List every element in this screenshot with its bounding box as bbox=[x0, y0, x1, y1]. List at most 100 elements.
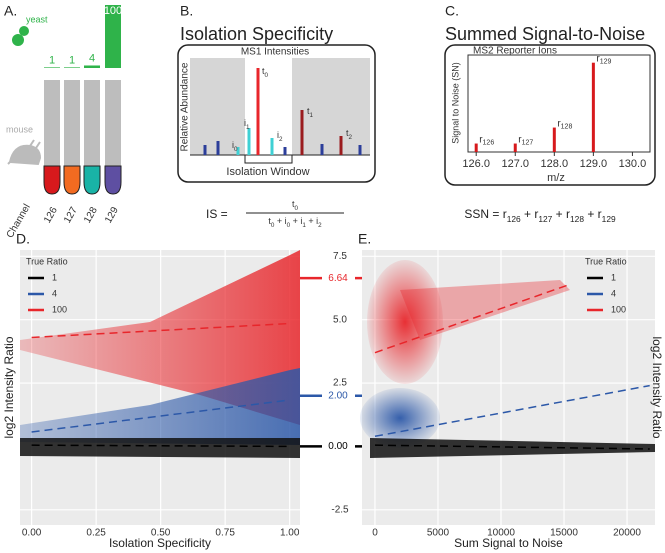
tube bbox=[105, 80, 121, 166]
panel-label: E. bbox=[358, 231, 371, 247]
mouse-icon bbox=[7, 139, 42, 166]
trend-line bbox=[374, 283, 571, 354]
x-tick-label: 129.0 bbox=[580, 158, 608, 170]
x-tick-label: 0.25 bbox=[86, 528, 106, 539]
y-axis-label: Relative Abundance bbox=[180, 62, 191, 151]
annotation: mouse bbox=[6, 124, 33, 134]
trend-line bbox=[374, 384, 650, 438]
x-tick-label: 127.0 bbox=[501, 158, 529, 170]
y-axis-label: log2 Intensity Ratio bbox=[650, 336, 664, 438]
x-tick-label: 1.00 bbox=[280, 528, 300, 539]
value-label: 100 bbox=[104, 5, 122, 17]
peak-label: i2 bbox=[277, 130, 283, 143]
reference-label: 6.64 bbox=[328, 273, 348, 284]
x-tick-label: 5000 bbox=[427, 528, 450, 539]
point-cloud bbox=[20, 250, 300, 425]
y-axis-label: Signal to Noise (SN) bbox=[450, 62, 460, 144]
y-tick-label: 5.0 bbox=[333, 314, 347, 325]
x-axis-label: m/z bbox=[547, 172, 565, 184]
point-cloud bbox=[20, 438, 300, 458]
yeast-icon bbox=[12, 34, 24, 46]
point-cloud bbox=[400, 280, 570, 340]
panel-title: Isolation Specificity bbox=[180, 24, 333, 44]
peak-label: t0 bbox=[262, 66, 269, 79]
annotation: yeast bbox=[26, 14, 48, 24]
formula: SSN = r126 + r127 + r128 + r129 bbox=[464, 207, 616, 224]
x-tick-label: 20000 bbox=[613, 528, 641, 539]
panel-label: A. bbox=[4, 3, 17, 19]
reference-label: 0.00 bbox=[328, 441, 348, 452]
yeast-icon bbox=[19, 26, 29, 36]
x-tick-label: 129 bbox=[103, 205, 121, 225]
x-tick-label: 128.0 bbox=[541, 158, 569, 170]
subtitle: MS2 Reporter Ions bbox=[473, 46, 557, 57]
peak-label: i0 bbox=[232, 140, 238, 153]
y-axis-label: log2 Intensity Ratio bbox=[2, 336, 16, 438]
y-tick-label: 2.5 bbox=[333, 378, 347, 389]
peak-label: i1 bbox=[244, 118, 250, 131]
x-tick-label: 127 bbox=[62, 205, 80, 225]
value-label: 1 bbox=[69, 54, 75, 66]
bar bbox=[44, 67, 60, 68]
tube-bottom bbox=[63, 165, 81, 195]
legend-label: 1 bbox=[52, 272, 57, 282]
box bbox=[444, 44, 656, 186]
legend-label: 4 bbox=[52, 288, 57, 298]
point-cloud bbox=[370, 438, 655, 458]
reference-label: 2.00 bbox=[328, 390, 348, 401]
peak bbox=[283, 147, 287, 155]
legend-label: 4 bbox=[611, 288, 616, 298]
subtitle: MS1 Intensities bbox=[241, 47, 309, 58]
peak bbox=[236, 147, 240, 155]
trend-line bbox=[31, 399, 290, 433]
bracket bbox=[244, 155, 293, 164]
point-cloud bbox=[20, 368, 300, 445]
stem bbox=[591, 62, 595, 153]
tube bbox=[84, 80, 100, 166]
peak-label: t2 bbox=[346, 128, 353, 141]
x-tick-label: 0.50 bbox=[151, 528, 171, 539]
x-tick-label: 128 bbox=[82, 205, 100, 225]
panel-label: C. bbox=[445, 3, 459, 19]
value-label: 4 bbox=[89, 52, 95, 64]
value-label: 1 bbox=[49, 54, 55, 66]
panel-label: B. bbox=[180, 3, 193, 19]
legend-title: True Ratio bbox=[585, 256, 627, 266]
bracket-label: Isolation Window bbox=[226, 166, 309, 178]
peak bbox=[300, 110, 304, 155]
panel-title: Summed Signal-to-Noise bbox=[445, 24, 645, 44]
formula: IS = bbox=[206, 207, 228, 221]
peak bbox=[320, 144, 324, 155]
y-tick-label: -2.5 bbox=[331, 504, 349, 515]
peak bbox=[358, 145, 362, 155]
bar bbox=[64, 67, 80, 68]
trend-line bbox=[374, 444, 650, 450]
bar bbox=[84, 65, 100, 68]
x-tick-label: 126.0 bbox=[462, 158, 490, 170]
x-tick-label: 0 bbox=[372, 528, 378, 539]
stem bbox=[552, 127, 556, 152]
legend-label: 100 bbox=[611, 304, 626, 314]
plot-frame bbox=[467, 54, 651, 153]
tube-bottom bbox=[104, 165, 122, 195]
x-tick-label: 130.0 bbox=[619, 158, 647, 170]
panel-label: D. bbox=[16, 231, 30, 247]
point-cloud bbox=[360, 388, 440, 448]
tube bbox=[64, 80, 80, 166]
peak bbox=[256, 68, 260, 155]
point-label: r127 bbox=[518, 134, 533, 147]
x-tick-label: 15000 bbox=[550, 528, 578, 539]
x-tick-label: 10000 bbox=[487, 528, 515, 539]
peak bbox=[247, 128, 251, 155]
peak bbox=[339, 136, 343, 155]
formula: t0 + i0 + i1 + i2 bbox=[268, 216, 322, 229]
peak bbox=[216, 141, 220, 155]
x-tick-label: 126 bbox=[42, 205, 60, 225]
shade bbox=[292, 58, 370, 155]
point-label: r126 bbox=[479, 134, 494, 147]
peak-label: t1 bbox=[307, 106, 314, 119]
stem bbox=[474, 143, 478, 152]
tube-bottom bbox=[83, 165, 101, 195]
x-axis-label: Isolation Specificity bbox=[109, 536, 211, 550]
